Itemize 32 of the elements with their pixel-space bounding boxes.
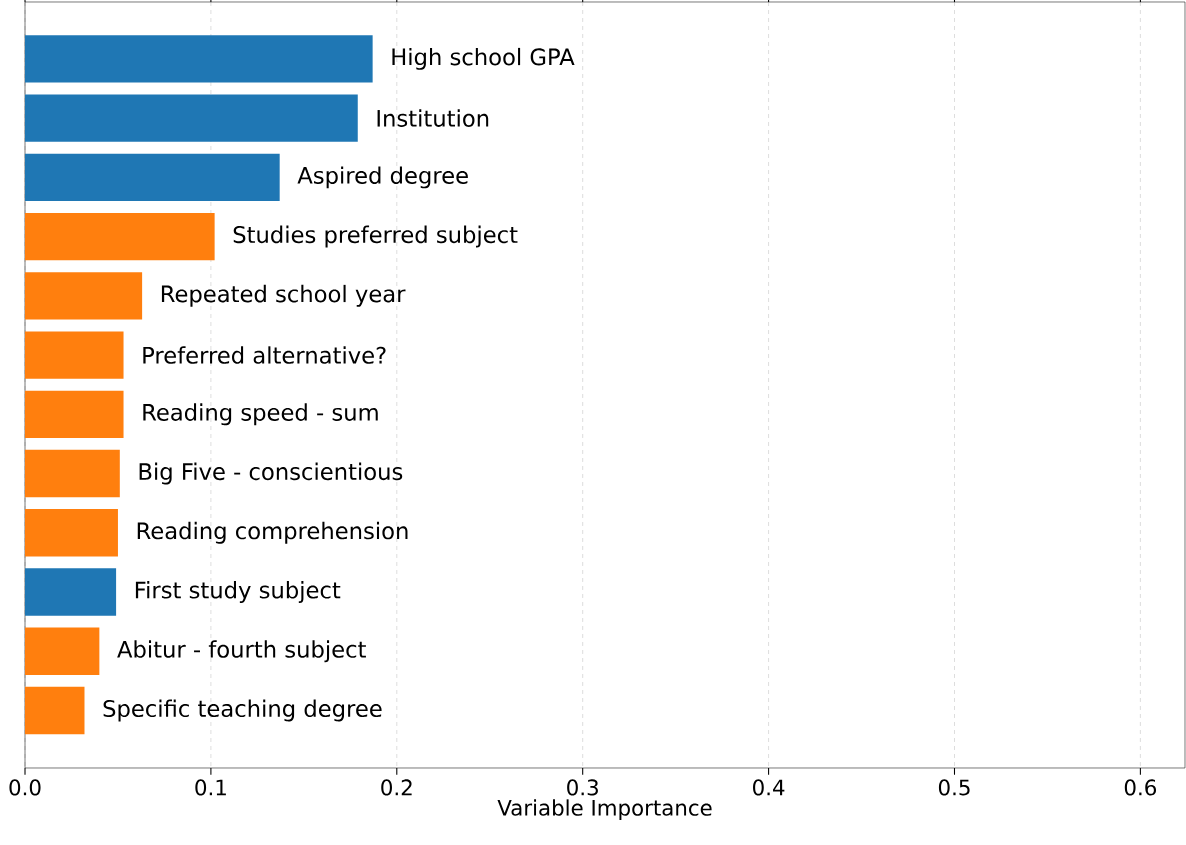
bar [25, 390, 124, 439]
bar [25, 35, 373, 83]
bar [25, 212, 215, 261]
x-tick-label: 0.5 [938, 779, 970, 796]
y-tick-label: Repeated school year [161, 284, 406, 307]
x-tick-label: 0.2 [381, 779, 412, 796]
y-tick-label: High school GPA [392, 47, 575, 70]
y-tick-label: Abitur - fourth subject [117, 640, 366, 663]
bar [25, 509, 118, 557]
bar [25, 627, 100, 675]
y-tick-label: Reading comprehension [137, 521, 408, 544]
bar [25, 153, 280, 202]
x-tick-label: 0.3 [567, 779, 598, 796]
y-tick-label: Reading speed - sum [143, 403, 378, 426]
x-tick-label: 0.1 [195, 779, 226, 796]
bar [25, 272, 143, 320]
y-tick-label: Big Five - conscientious [139, 462, 403, 485]
y-tick-label: Aspired degree [297, 166, 468, 189]
bar [25, 568, 117, 616]
y-tick-label: Studies preferred subject [233, 225, 518, 248]
bar [25, 94, 358, 142]
bar [25, 686, 85, 735]
y-tick-label: Institution [377, 109, 489, 127]
bar [25, 449, 120, 498]
x-tick-label: 0.4 [753, 779, 785, 796]
x-tick-label: 0.6 [1124, 779, 1157, 796]
x-tick-label: 0.0 [9, 779, 41, 796]
x-axis-title: Variable Importance [497, 799, 712, 820]
y-tick-label: Specific teaching degree [103, 699, 382, 722]
y-tick-label: Preferred alternative? [143, 346, 386, 364]
y-tick-label: First study subject [135, 581, 341, 603]
bar [25, 331, 124, 379]
